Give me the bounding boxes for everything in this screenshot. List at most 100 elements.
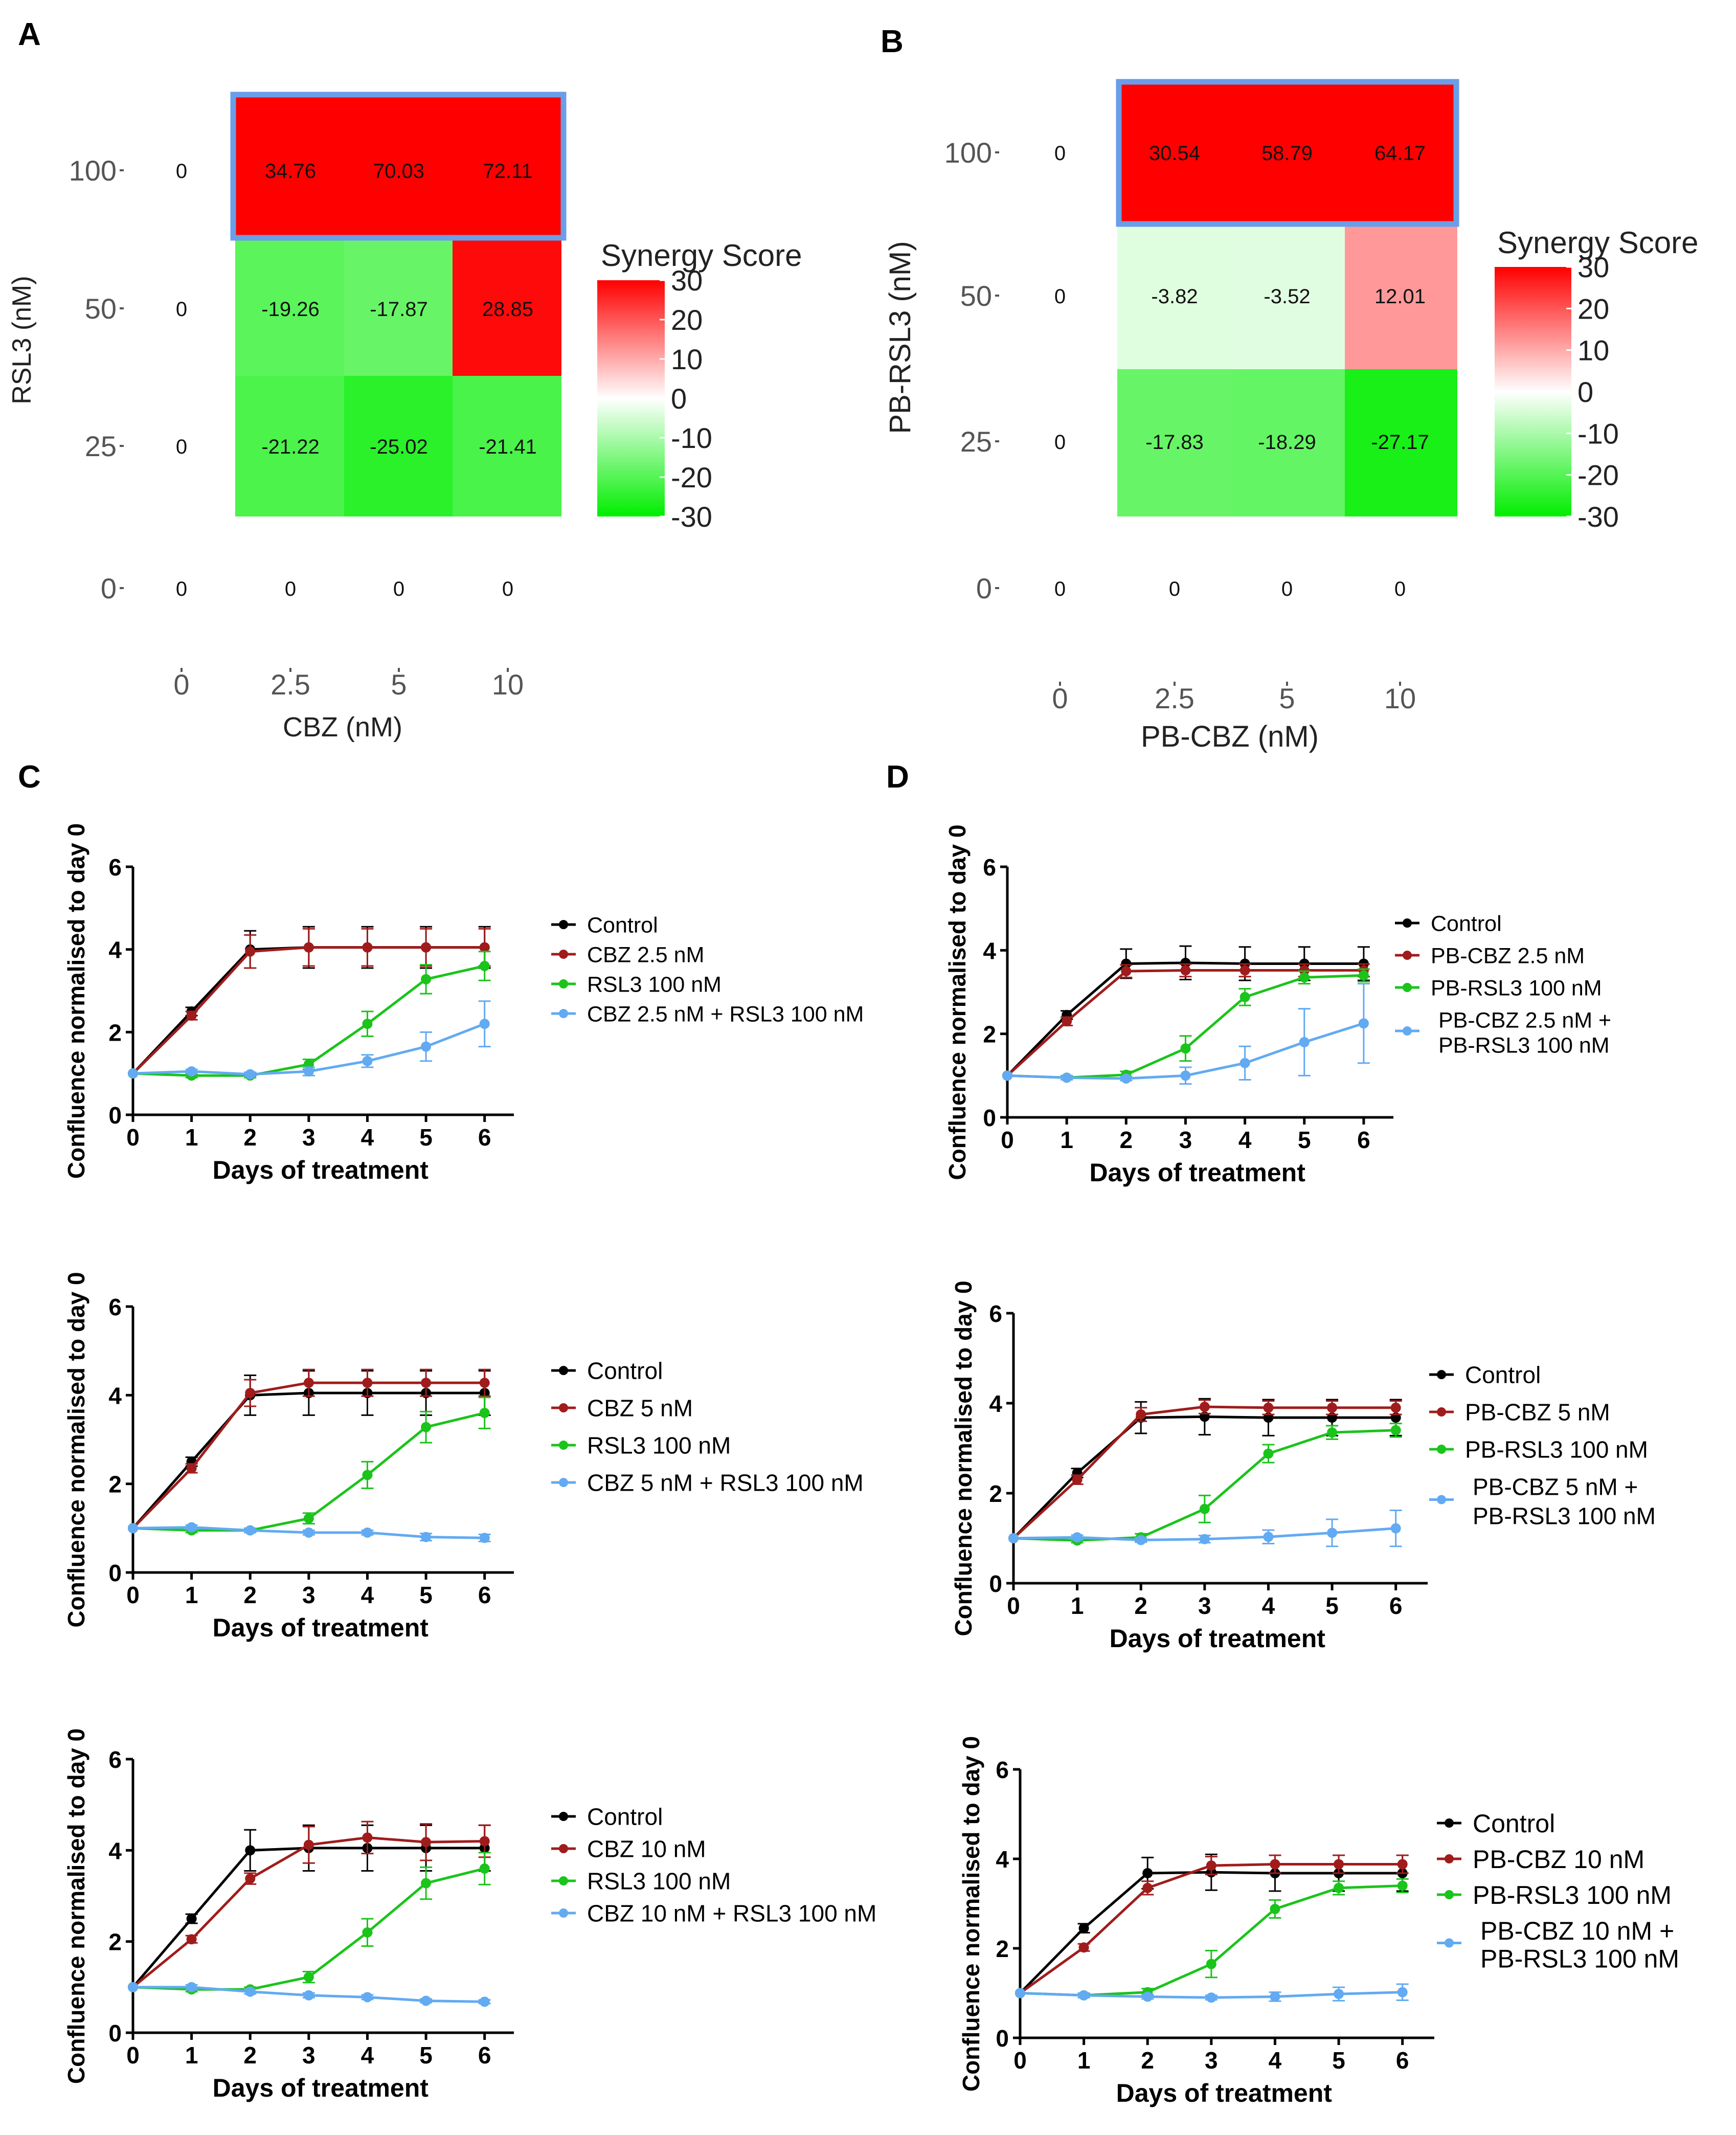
colorbar-tick-label: 0 [671, 383, 687, 415]
cell-value: 0 [1054, 285, 1066, 308]
x-tick-label: 3 [1198, 1592, 1211, 1619]
y-tick-label: 2 [996, 1936, 1009, 1962]
data-point [1327, 1427, 1338, 1438]
legend-swatch-point [1437, 1445, 1446, 1454]
legend-label: RSL3 100 nM [587, 972, 722, 997]
data-point [362, 1527, 373, 1538]
x-tick-label: 2.5 [1155, 682, 1194, 714]
charts: 0 34.76 70.03 72.11 0 -19.26 -17.87 28.85 0 -21.2… [7, 79, 1699, 2107]
x-axis-label: Days of treatment [213, 2074, 429, 2102]
x-tick-label: 5 [1298, 1127, 1311, 1153]
legend-swatch-point [1403, 983, 1412, 992]
heatmap-cell [1117, 369, 1232, 516]
data-point [1072, 1532, 1083, 1543]
x-tick-label: 6 [478, 1582, 491, 1608]
legend-swatch-point [559, 920, 568, 929]
x-tick-label: 2 [1141, 2047, 1154, 2074]
data-point [1072, 1474, 1083, 1485]
drug-a-series [1002, 963, 1370, 1081]
x-tick-label: 2 [1120, 1127, 1133, 1153]
data-point [1270, 1859, 1280, 1870]
cell-value: 0 [502, 578, 513, 600]
x-tick-label: 0 [126, 1582, 140, 1608]
data-point [479, 942, 490, 953]
y-axis-label: Confluence normalised to day 0 [63, 1272, 89, 1627]
legend-swatch-point [1437, 1495, 1446, 1504]
colorbar-tick-label: -10 [671, 422, 712, 454]
x-tick-label: 3 [302, 2042, 315, 2069]
data-point [1334, 1859, 1344, 1870]
y-axis-label: Confluence normalised to day 0 [63, 823, 89, 1179]
legend-label: PB-RSL3 100 nM [1438, 1033, 1610, 1058]
data-point [1008, 1533, 1019, 1543]
x-tick-label: 1 [1077, 2047, 1091, 2074]
x-tick-label: 5 [1332, 2047, 1345, 2074]
y-tick-label: 4 [108, 937, 122, 963]
x-tick-label: 4 [1262, 1592, 1275, 1619]
data-point [1327, 1527, 1338, 1538]
legend-label: CBZ 10 nM [587, 1836, 706, 1862]
x-tick-label: 4 [361, 2042, 374, 2069]
y-tick-label: 2 [983, 1021, 996, 1048]
data-point [1334, 1882, 1344, 1893]
data-point [1078, 1942, 1089, 1953]
colorbar [597, 280, 665, 516]
y-tick-label: 4 [108, 1837, 122, 1864]
data-point [1180, 1043, 1191, 1054]
data-point [303, 1527, 314, 1538]
legend-label: PB-CBZ 2.5 nM + [1438, 1008, 1611, 1032]
x-tick-label: 0 [1007, 1592, 1020, 1619]
legend-swatch-point [559, 950, 568, 959]
cell-value: 0 [176, 436, 187, 458]
heatmap-cell [1345, 369, 1457, 516]
series-line [1020, 1884, 1403, 1997]
x-tick-label: 6 [1396, 2047, 1409, 2074]
data-point [362, 1927, 373, 1938]
legend-swatch-point [559, 1366, 568, 1375]
cell-value: 0 [1281, 578, 1293, 600]
legend-label: RSL3 100 nM [587, 1432, 731, 1459]
data-point [421, 1532, 432, 1542]
cell-value: 0 [176, 298, 187, 321]
y-tick-label: 0 [108, 1102, 122, 1129]
data-point [1142, 1882, 1153, 1893]
data-point [1136, 1535, 1146, 1545]
drug-b-series [128, 1397, 491, 1536]
x-tick-label: 5 [1279, 682, 1295, 714]
legend-swatch-point [1403, 1026, 1412, 1036]
legend-swatch-point [1445, 1938, 1454, 1948]
legend-label: CBZ 5 nM [587, 1395, 693, 1422]
colorbar-tick-label: -30 [1577, 501, 1619, 533]
y-tick-label: 6 [983, 854, 996, 881]
data-point [186, 1066, 197, 1077]
data-point [1199, 1534, 1210, 1544]
data-point [362, 1470, 373, 1480]
data-point [1136, 1409, 1146, 1420]
heatmap-cell [1232, 227, 1345, 369]
legend-label: Control [587, 1804, 663, 1830]
legend-label: PB-RSL3 100 nM [1465, 1436, 1648, 1463]
y-axis-label: RSL3 (nM) [7, 276, 37, 404]
heatmap-cell [453, 376, 561, 516]
x-tick-label: 3 [1179, 1127, 1192, 1153]
colorbar-tick-label: 20 [1577, 293, 1609, 325]
legend: Control CBZ 5 nM RSL3 100 nM CBZ 5 nM + RSL… [551, 1358, 864, 1496]
data-point [303, 942, 314, 953]
data-point [479, 1378, 490, 1388]
legend-label: CBZ 10 nM + RSL3 100 nM [587, 1900, 876, 1927]
line-chart-c2: 0 2 4 6 0 1 2 3 4 5 6 Days of treatment Confluence n… [63, 1272, 864, 1642]
panel-label-b: B [881, 24, 904, 59]
y-tick-label: 2 [108, 1471, 122, 1498]
colorbar-tick-label: 30 [671, 264, 703, 297]
heatmap-cell [235, 95, 344, 236]
cell-value: -3.82 [1151, 285, 1198, 308]
data-point [1015, 1988, 1025, 1998]
heatmap-cell [1345, 82, 1457, 227]
cell-value: 72.11 [483, 160, 532, 183]
y-tick-label: 25 [85, 430, 117, 462]
heatmap-cell [1232, 82, 1345, 227]
y-tick-label: 6 [996, 1757, 1009, 1783]
data-point [362, 1832, 373, 1843]
legend-label: PB-RSL3 100 nM [1431, 976, 1602, 1000]
